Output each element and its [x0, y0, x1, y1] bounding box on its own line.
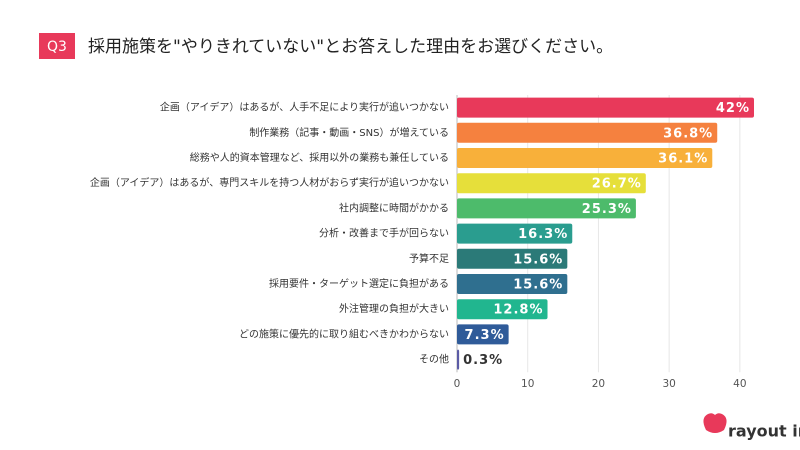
x-tick-label: 10: [521, 378, 534, 390]
y-tick-label: どの施策に優先的に取り組むべきかわからない: [239, 327, 449, 340]
bar: [457, 122, 718, 143]
y-tick-label: その他: [419, 353, 449, 366]
value-label: 12.8%: [493, 303, 543, 318]
x-tick-label: 0: [454, 378, 461, 390]
value-label: 15.6%: [513, 278, 563, 293]
x-tick-label: 20: [592, 378, 605, 390]
value-label: 7.3%: [465, 328, 505, 343]
y-tick-label: 予算不足: [409, 252, 449, 265]
bar: [457, 274, 568, 294]
value-label: 0.3%: [463, 353, 503, 368]
value-label: 36.1%: [658, 152, 708, 167]
y-tick-label: 制作業務（記事・動画・SNS）が増えている: [249, 126, 449, 139]
bar: [457, 223, 573, 244]
bar: [457, 349, 460, 370]
badge-box: [39, 33, 75, 59]
bar: [457, 299, 548, 320]
y-tick-label: 外注管理の負担が大きい: [339, 302, 449, 315]
y-tick-label: 採用要件・ターゲット選定に負担がある: [269, 277, 449, 290]
y-tick-label: 社内調整に時間がかかる: [339, 201, 449, 214]
value-label: 15.6%: [513, 252, 563, 267]
value-label: 25.3%: [582, 202, 632, 217]
y-tick-label: 分析・改善まで手が回らない: [319, 227, 449, 240]
value-label: 36.8%: [663, 126, 713, 141]
chart-title: 採用施策を"やりきれていない"とお答えした理由をお選びください。: [88, 37, 613, 57]
bar: [457, 248, 568, 269]
value-label: 42%: [716, 101, 750, 116]
value-label: 26.7%: [592, 177, 642, 192]
bar: [457, 324, 509, 345]
badge: Q3: [47, 39, 67, 55]
x-tick-label: 30: [662, 378, 675, 390]
y-tick-label: 企画（アイデア）はあるが、専門スキルを持つ人材がおらず実行が追いつかない: [90, 176, 449, 189]
y-tick-label: 総務や人的資本管理など、採用以外の業務も兼任している: [190, 151, 449, 164]
logo: rayout inc.: [728, 422, 800, 441]
bar: [457, 97, 754, 118]
bar: [457, 173, 646, 194]
x-tick-label: 40: [733, 378, 746, 390]
logo-icon: [703, 413, 727, 433]
bar: [457, 148, 713, 168]
value-label: 16.3%: [518, 227, 568, 242]
bar: [457, 198, 636, 219]
y-tick-label: 企画（アイデア）はあるが、人手不足により実行が追いつかない: [160, 101, 449, 114]
